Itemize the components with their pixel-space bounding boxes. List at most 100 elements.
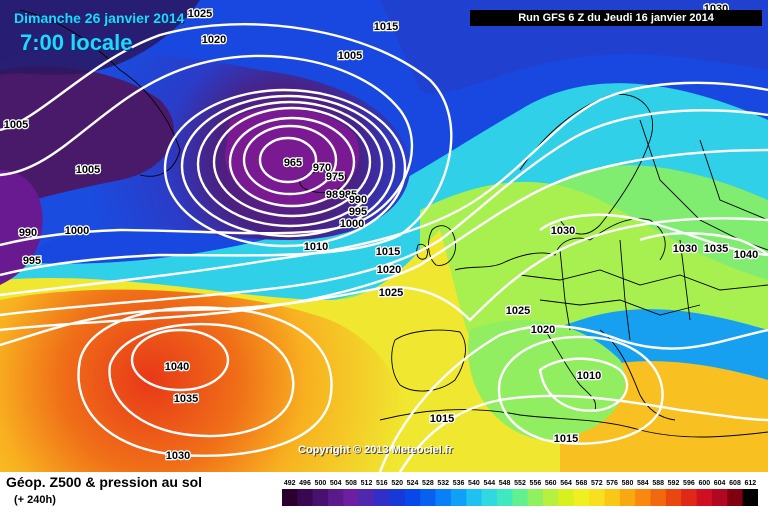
weather-map: 1025 1020 1015 1005 1005 1005 965 970 97… [0,0,768,472]
scale-swatch [450,489,467,506]
map-title: Géop. Z500 & pression au sol [6,474,203,490]
scale-swatch [727,489,744,506]
scale-swatch [328,489,344,506]
pressure-label: 1025 [506,305,530,317]
pressure-label: 1000 [340,218,364,230]
scale-tick-label: 544 [483,480,495,487]
scale-tick-label: 560 [545,480,557,487]
isobar-1020-south [378,324,768,472]
scandinavia-coast [519,93,654,235]
pressure-label: 1005 [76,164,100,176]
scale-swatch [512,489,529,506]
scale-tick-label: 596 [683,480,695,487]
pressure-label: 1035 [704,243,728,255]
isobar-970 [242,124,338,196]
balkans-coast [599,329,676,421]
pressure-label: 1005 [338,50,362,62]
scale-swatch [466,489,483,506]
scale-swatch [711,489,728,506]
scale-swatch [297,489,314,506]
scale-tick-label: 608 [729,480,741,487]
pressure-label: 975 [326,171,344,183]
scale-tick-label: 496 [299,480,311,487]
pressure-label: 1010 [304,241,328,253]
isobar-1020 [0,148,768,332]
color-scale-legend: 492 496 500 504 508 512 516 520 524 528 532 536 540 5… [282,480,758,506]
pressure-label: 1035 [174,393,198,405]
pressure-label: 1020 [531,324,555,336]
isobar-1030-ring [77,306,333,457]
isobar-1010 [0,81,768,297]
isobar-1035-east [639,232,768,256]
scale-tick-label: 600 [698,480,710,487]
model-run-info: Run GFS 6 Z du Jeudi 16 janvier 2014 [470,10,762,26]
isobar-1000 [0,54,414,247]
pressure-label: 1025 [188,8,212,20]
pressure-label: 1015 [430,413,454,425]
scale-swatch [527,489,544,506]
scale-tick-label: 492 [284,480,296,487]
scale-swatch [374,489,390,506]
scale-tick-label: 564 [560,480,572,487]
pressure-label: 1030 [166,450,190,462]
scale-swatch [312,489,329,506]
scale-tick-label: 588 [652,480,664,487]
isobar-1005 [0,23,453,277]
pressure-label: 1010 [577,370,601,382]
scale-swatch [481,489,498,506]
scale-tick-label: 548 [499,480,511,487]
scale-swatch [650,489,667,506]
copyright-notice: Copyright © 2013 Meteociel.fr [298,444,453,456]
lead-time: (+ 240h) [14,494,56,506]
greenland-shelf-shade [0,0,200,75]
scale-tick-label: 556 [530,480,542,487]
scale-tick-label: 592 [668,480,680,487]
pressure-label: 990 [19,227,37,239]
scale-swatch [681,489,698,506]
iceland-coast [299,170,347,193]
scale-tick-label: 500 [315,480,327,487]
forecast-date: Dimanche 26 janvier 2014 [14,10,185,26]
scale-swatch [420,489,437,506]
borders-central-europe [519,239,768,341]
pressure-label: 1015 [374,21,398,33]
scale-swatch [604,489,621,506]
scale-tick-label: 580 [622,480,634,487]
isobar-985 [196,100,384,228]
coastlines [19,9,768,438]
italy-coast [544,329,597,411]
greenland-coast [19,9,181,177]
pressure-label: 1030 [551,225,575,237]
scale-tick-label: 576 [606,480,618,487]
isobar-1015 [0,109,768,317]
scale-swatch [497,489,513,506]
scale-tick-label: 532 [437,480,449,487]
scale-swatch [343,489,360,506]
scale-tick-label: 508 [345,480,357,487]
scale-tick-label: 536 [453,480,465,487]
scale-swatch [543,489,559,506]
west-europe-coast [454,237,591,271]
isobar-1015-south [398,394,768,472]
pressure-label: 965 [284,157,302,169]
scale-tick-label: 584 [637,480,649,487]
pressure-label: 1030 [673,243,697,255]
scale-swatch [742,489,758,506]
isobar-995 [163,88,407,248]
isobar-990 [180,94,396,238]
isobar-1015-med [497,335,664,445]
scale-tick-label: 552 [514,480,526,487]
isobar-965 [258,136,318,184]
pressure-label: 1015 [554,433,578,445]
scale-tick-label: 516 [376,480,388,487]
scale-swatch [282,489,298,506]
scale-tick-label: 504 [330,480,342,487]
scale-tick-label: 524 [407,480,419,487]
scale-swatch [358,489,375,506]
pressure-label: 98 [326,189,338,201]
isobar-1030-east [539,213,768,257]
dark-low-core-west [0,66,175,210]
pressure-label: 970 [313,162,331,174]
pressure-label: 1025 [379,287,403,299]
